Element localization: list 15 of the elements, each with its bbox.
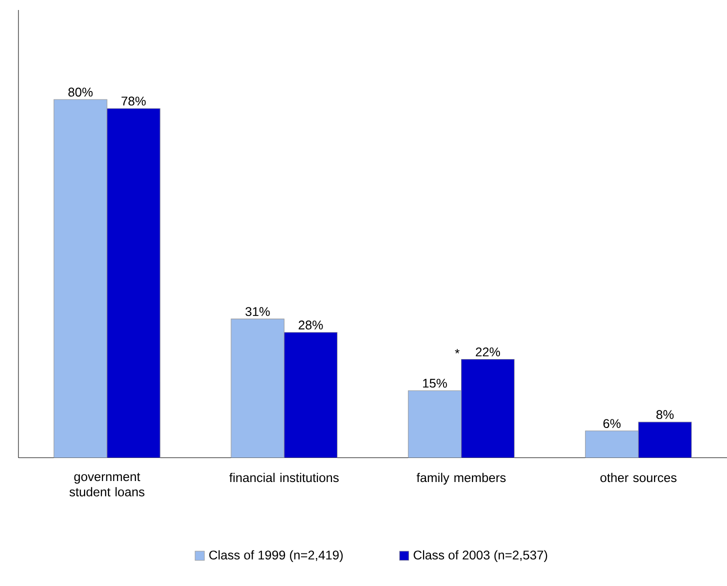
data-label: 31% bbox=[245, 307, 270, 316]
data-label: 15% bbox=[423, 378, 447, 388]
legend-label: Class of 2003 (n=2,537) bbox=[414, 550, 548, 562]
x-tick-label: government student loans bbox=[70, 472, 144, 496]
data-label: 80% bbox=[68, 88, 93, 97]
x-tick-label: other sources bbox=[600, 472, 676, 482]
legend-label: Class of 1999 (n=2,419) bbox=[209, 550, 343, 562]
x-tick-label: family members bbox=[416, 472, 506, 485]
data-label: 6% bbox=[603, 418, 621, 428]
data-label: 8% bbox=[656, 410, 674, 419]
x-tick-label: financial institutions bbox=[229, 472, 339, 482]
data-label: 28% bbox=[298, 320, 323, 330]
data-label: 78% bbox=[122, 96, 146, 106]
data-label: 22% bbox=[476, 347, 500, 356]
annotation: * bbox=[455, 348, 460, 354]
